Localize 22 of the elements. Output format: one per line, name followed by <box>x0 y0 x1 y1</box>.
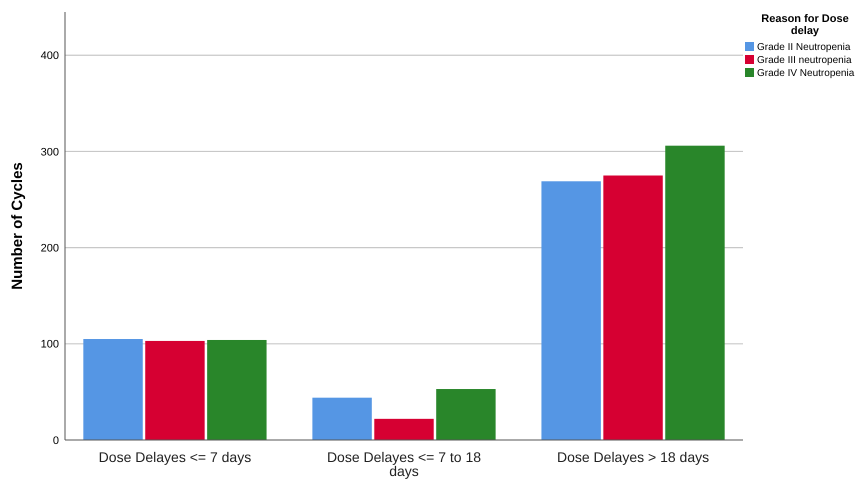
y-tick-label: 300 <box>40 146 59 158</box>
bar <box>374 418 434 440</box>
y-axis-title: Number of Cycles <box>9 162 26 290</box>
bar <box>312 398 372 440</box>
bar <box>665 146 725 440</box>
bar <box>603 176 663 440</box>
y-tick-label: 200 <box>40 242 59 254</box>
y-tick-label: 0 <box>52 434 59 447</box>
legend-label: Grade III neutropenia <box>757 55 852 66</box>
bar <box>145 340 205 440</box>
legend-title: Reason for Dose delay <box>761 13 849 37</box>
x-tick-label: Dose Delayes <= 7 days <box>98 449 252 465</box>
bar <box>541 181 601 440</box>
x-tick-label: Dose Delayes <= 7 to 18 days <box>326 449 482 479</box>
bar <box>83 339 143 440</box>
y-tick-label: 100 <box>40 338 59 351</box>
legend-label: Grade IV Neutropenia <box>757 68 855 79</box>
y-tick-label: 400 <box>40 50 59 62</box>
bar <box>207 340 267 440</box>
x-tick-label: Dose Delayes > 18 days <box>556 449 710 465</box>
legend-label: Grade II Neutropenia <box>757 42 851 53</box>
bar <box>436 389 496 440</box>
